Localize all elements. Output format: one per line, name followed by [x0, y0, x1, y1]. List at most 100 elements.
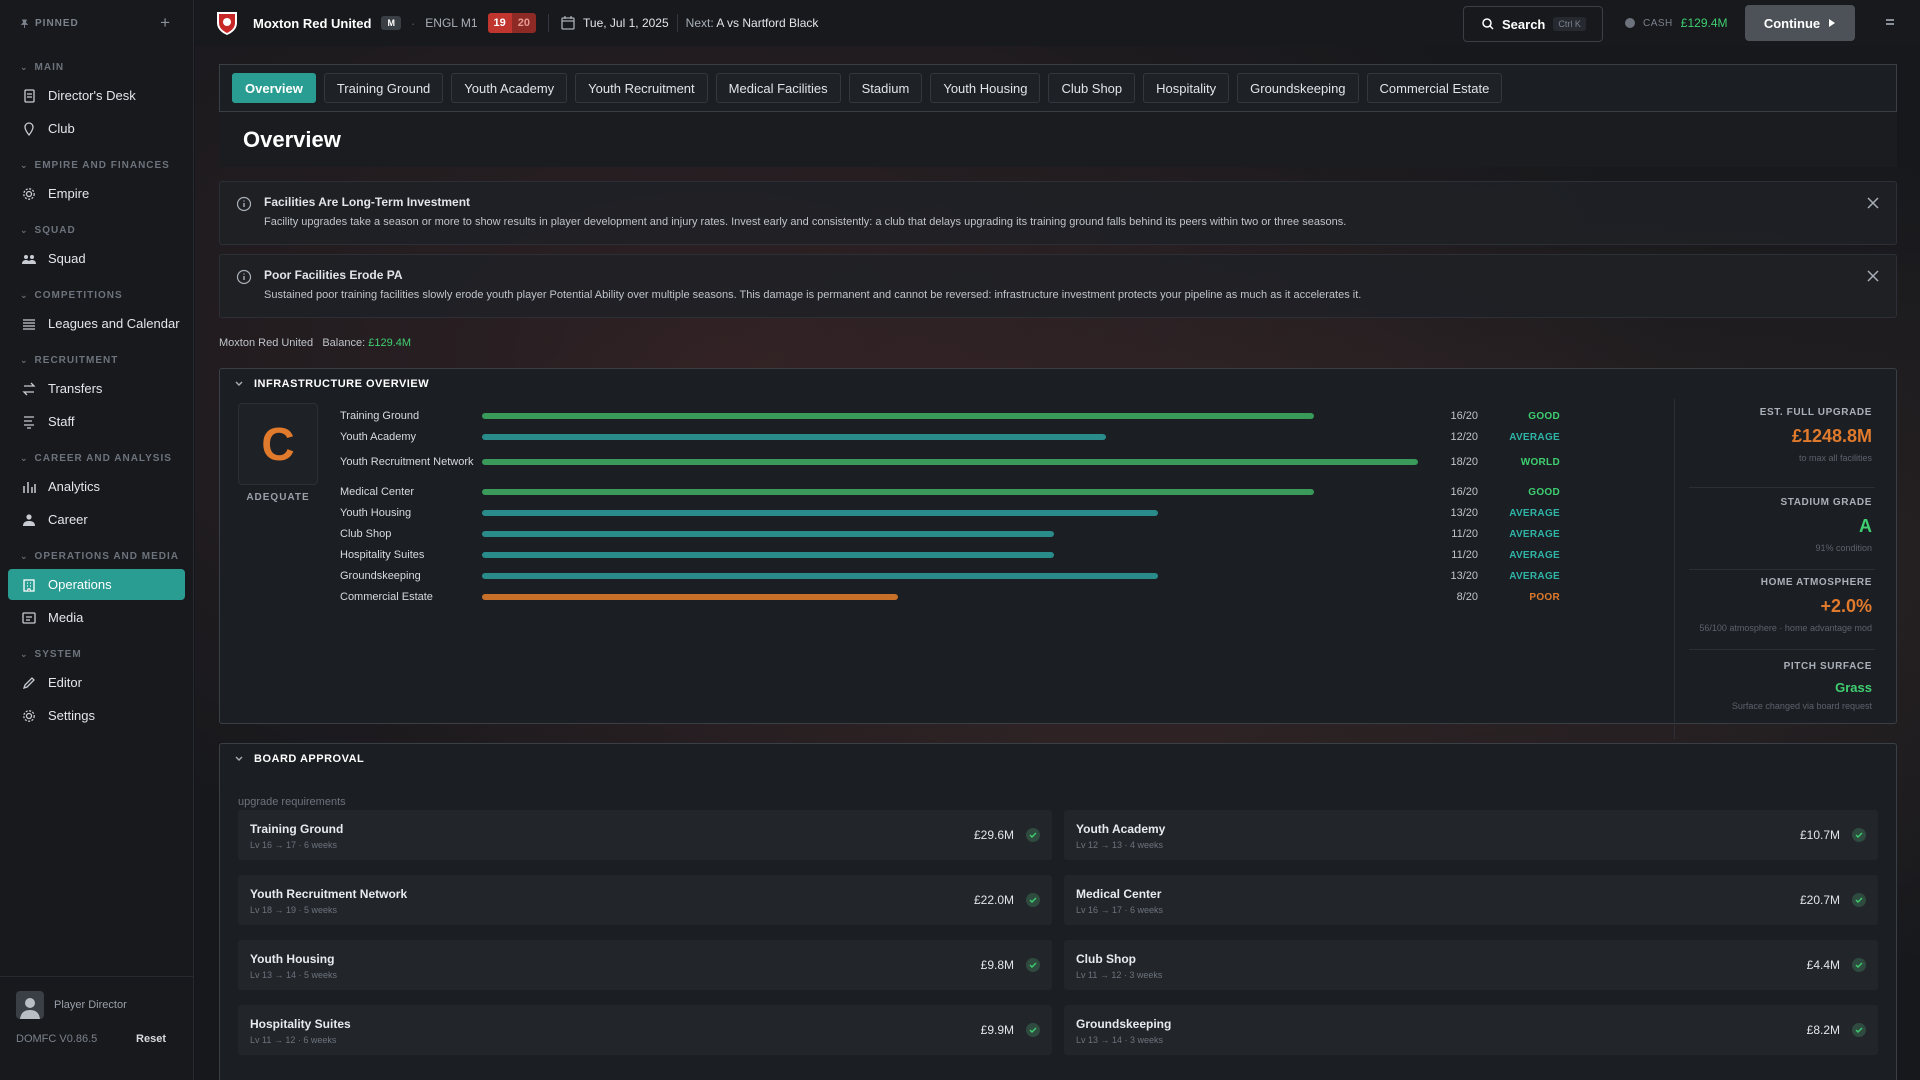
board-item-club-shop[interactable]: Club Shop Lv 11 → 12 · 3 weeks £4.4M: [1064, 940, 1878, 990]
board-item-name: Club Shop: [1076, 952, 1136, 966]
board-item-training-ground[interactable]: Training Ground Lv 16 → 17 · 6 weeks £29.6…: [238, 810, 1052, 860]
facility-score: 18/20: [1450, 456, 1478, 468]
sidebar-item-media[interactable]: Media: [8, 602, 185, 633]
top-bar: Moxton Red United M · ENGL M1 19 20 Tue,…: [195, 0, 1920, 46]
sidebar-item-empire[interactable]: Empire: [8, 178, 185, 209]
sidebar-item-director-s-desk[interactable]: Director's Desk: [8, 80, 185, 111]
search-shortcut: Ctrl K: [1553, 17, 1586, 31]
board-item-cost: £9.8M: [980, 958, 1014, 972]
sidebar-item-career[interactable]: Career: [8, 504, 185, 535]
board-approval-header[interactable]: BOARD APPROVAL: [220, 744, 1896, 774]
stat-sub: 56/100 atmosphere · home advantage mod: [1699, 623, 1872, 633]
board-item-hospitality-suites[interactable]: Hospitality Suites Lv 11 → 12 · 6 weeks £9…: [238, 1005, 1052, 1055]
tab-club-shop[interactable]: Club Shop: [1048, 73, 1136, 103]
sidebar-item-staff[interactable]: Staff: [8, 406, 185, 437]
facility-row-hospitality-suites: Hospitality Suites 11/20 AVERAGE: [340, 542, 1590, 568]
cash-value: £129.4M: [1680, 16, 1728, 30]
cash-display: CASH £129.4M: [1625, 16, 1728, 30]
nav-section-main[interactable]: ⌄ MAIN: [0, 56, 193, 78]
stat-sub: Surface changed via board request: [1731, 701, 1872, 711]
league-label[interactable]: ENGL M1: [425, 16, 478, 30]
facility-name: Club Shop: [340, 527, 392, 540]
sidebar-item-analytics[interactable]: Analytics: [8, 471, 185, 502]
board-item-meta: Lv 16 → 17 · 6 weeks: [250, 840, 338, 850]
sidebar-item-label: Club: [48, 121, 75, 136]
notice-title: Poor Facilities Erode PA: [264, 268, 403, 282]
nav-section-title: COMPETITIONS: [34, 289, 123, 301]
facility-name: Medical Center: [340, 485, 414, 498]
facility-bar: [482, 531, 1522, 537]
board-item-youth-recruitment-network[interactable]: Youth Recruitment Network Lv 18 → 19 · 5 …: [238, 875, 1052, 925]
sidebar-item-operations[interactable]: Operations: [8, 569, 185, 600]
list-icon: [22, 317, 36, 331]
sidebar-item-club[interactable]: Club: [8, 113, 185, 144]
sidebar-item-transfers[interactable]: Transfers: [8, 373, 185, 404]
next-fixture[interactable]: Next: A vs Nartford Black: [686, 16, 819, 30]
user-profile[interactable]: Player Director: [0, 977, 194, 1019]
tab-commercial-estate[interactable]: Commercial Estate: [1366, 73, 1503, 103]
nav-section-career-and-analysis[interactable]: ⌄ CAREER AND ANALYSIS: [0, 447, 193, 469]
sidebar-item-label: Settings: [48, 708, 95, 723]
sidebar-item-label: Transfers: [48, 381, 103, 396]
facility-name: Training Ground: [340, 409, 420, 422]
board-item-medical-center[interactable]: Medical Center Lv 16 → 17 · 6 weeks £20.7M: [1064, 875, 1878, 925]
tab-youth-recruitment[interactable]: Youth Recruitment: [575, 73, 708, 103]
page-title: Overview: [243, 126, 341, 152]
facility-name: Youth Housing: [340, 506, 412, 519]
page-header: Overview: [219, 112, 1897, 167]
tab-groundskeeping[interactable]: Groundskeeping: [1237, 73, 1359, 103]
facility-score: 11/20: [1451, 528, 1478, 540]
check-icon: [1852, 828, 1866, 842]
balance-value: £129.4M: [368, 337, 412, 349]
reset-button[interactable]: Reset: [136, 1033, 166, 1045]
tab-stadium[interactable]: Stadium: [848, 73, 923, 103]
nav-section-system[interactable]: ⌄ SYSTEM: [0, 643, 193, 665]
close-icon[interactable]: [1866, 269, 1880, 283]
current-date: Tue, Jul 1, 2025: [561, 16, 669, 30]
infrastructure-grade-label: ADEQUATE: [246, 492, 310, 503]
pin-icon: [20, 18, 29, 28]
next-label: Next:: [685, 16, 714, 30]
menu-icon[interactable]: [1885, 17, 1895, 27]
board-item-youth-housing[interactable]: Youth Housing Lv 13 → 14 · 5 weeks £9.8M: [238, 940, 1052, 990]
close-icon[interactable]: [1866, 196, 1880, 210]
check-icon: [1026, 828, 1040, 842]
facility-bar: [482, 489, 1522, 495]
nav-section-recruitment[interactable]: ⌄ RECRUITMENT: [0, 349, 193, 371]
infrastructure-header[interactable]: INFRASTRUCTURE OVERVIEW: [220, 369, 1896, 399]
board-item-name: Groundskeeping: [1076, 1017, 1172, 1031]
sidebar-item-squad[interactable]: Squad: [8, 243, 185, 274]
nav-section-squad[interactable]: ⌄ SQUAD: [0, 219, 193, 241]
club-crest-icon[interactable]: [215, 10, 239, 36]
stat-home-atmosphere: HOME ATMOSPHERE +2.0% 56/100 atmosphere …: [1672, 577, 1872, 633]
facility-bar-fill: [482, 413, 1314, 419]
nav-section-operations-and-media[interactable]: ⌄ OPERATIONS AND MEDIA: [0, 545, 193, 567]
sidebar-item-label: Squad: [48, 251, 86, 266]
board-item-meta: Lv 13 → 14 · 3 weeks: [1076, 1035, 1164, 1045]
nav-section-empire-and-finances[interactable]: ⌄ EMPIRE AND FINANCES: [0, 154, 193, 176]
cash-label: CASH: [1643, 17, 1673, 29]
board-item-youth-academy[interactable]: Youth Academy Lv 12 → 13 · 4 weeks £10.7M: [1064, 810, 1878, 860]
sidebar-item-leagues-and-calendar[interactable]: Leagues and Calendar: [8, 308, 185, 339]
facility-status: AVERAGE: [1509, 431, 1560, 443]
add-pin-button[interactable]: +: [160, 13, 171, 32]
nav-section-competitions[interactable]: ⌄ COMPETITIONS: [0, 284, 193, 306]
sidebar-item-settings[interactable]: Settings: [8, 700, 185, 731]
people-icon: [22, 252, 36, 266]
tab-training-ground[interactable]: Training Ground: [323, 73, 444, 103]
tab-youth-academy[interactable]: Youth Academy: [451, 73, 568, 103]
sidebar-item-editor[interactable]: Editor: [8, 667, 185, 698]
tab-medical-facilities[interactable]: Medical Facilities: [715, 73, 841, 103]
pinned-label: PINNED: [35, 17, 79, 29]
continue-button[interactable]: Continue: [1745, 5, 1855, 41]
club-name[interactable]: Moxton Red United: [253, 15, 372, 31]
facility-bar-fill: [482, 510, 1158, 516]
tab-hospitality[interactable]: Hospitality: [1143, 73, 1230, 103]
continue-label: Continue: [1763, 15, 1821, 31]
search-button[interactable]: Search Ctrl K: [1463, 6, 1603, 42]
tab-youth-housing[interactable]: Youth Housing: [930, 73, 1041, 103]
chevron-down-icon: ⌄: [20, 550, 29, 561]
board-item-groundskeeping[interactable]: Groundskeeping Lv 13 → 14 · 3 weeks £8.2M: [1064, 1005, 1878, 1055]
facility-status: GOOD: [1528, 410, 1560, 422]
tab-overview[interactable]: Overview: [232, 73, 316, 103]
